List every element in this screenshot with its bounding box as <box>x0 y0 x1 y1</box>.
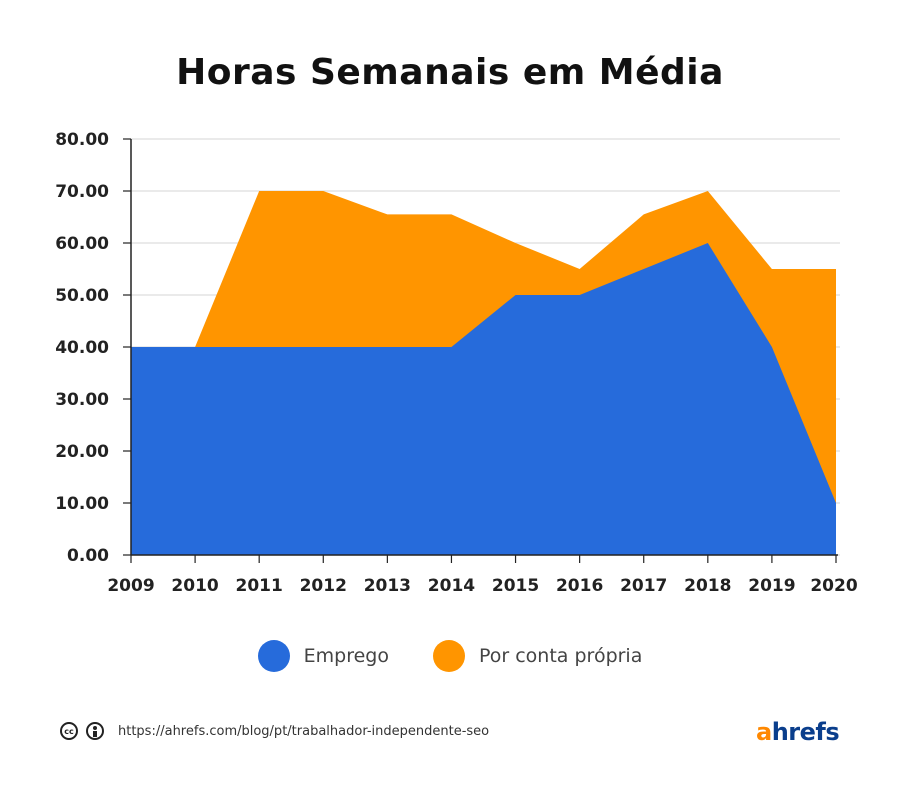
x-tick-label: 2020 <box>810 576 857 596</box>
attribution-icon <box>86 722 104 740</box>
legend: Emprego Por conta própria <box>0 640 900 672</box>
y-tick-labels: 0.00 10.00 20.00 30.00 40.00 50.00 60.00 70.00 8… <box>55 130 109 566</box>
source-link[interactable]: https://ahrefs.com/blog/pt/trabalhador-i… <box>118 723 490 739</box>
ahrefs-logo[interactable]: ahrefs <box>756 718 840 746</box>
x-tick-label: 2015 <box>492 576 539 596</box>
legend-item-emprego[interactable]: Emprego <box>257 640 389 672</box>
y-tick-label: 60.00 <box>55 234 109 254</box>
y-tick-label: 20.00 <box>55 442 109 462</box>
y-tick-label: 80.00 <box>55 130 109 150</box>
x-tick-label: 2017 <box>620 576 667 596</box>
x-tick-label: 2019 <box>748 576 795 596</box>
x-tick-label: 2009 <box>107 576 154 596</box>
x-tick-label: 2011 <box>236 576 283 596</box>
area-series-emprego <box>131 243 836 555</box>
x-tick-label: 2018 <box>684 576 731 596</box>
x-tick-label: 2010 <box>171 576 218 596</box>
x-tick-label: 2012 <box>300 576 347 596</box>
y-tick-label: 30.00 <box>55 390 109 410</box>
x-tick-label: 2014 <box>428 576 475 596</box>
y-tick-label: 40.00 <box>55 338 109 358</box>
brand-a: a <box>756 718 772 746</box>
chart-axes <box>130 139 838 563</box>
legend-item-por-conta-propria[interactable]: Por conta própria <box>432 640 643 672</box>
legend-swatch-emprego <box>257 640 290 672</box>
y-tick-label: 50.00 <box>55 286 109 306</box>
y-tick-label: 70.00 <box>55 182 109 202</box>
chart-areas <box>131 191 836 555</box>
footer: cc https://ahrefs.com/blog/pt/trabalhado… <box>60 722 489 740</box>
y-tick-label: 10.00 <box>55 494 109 514</box>
x-tick-labels: 2009 2010 2011 2012 2013 2014 2015 2016 2017 2018… <box>107 576 857 596</box>
legend-label-por-conta-propria: Por conta própria <box>478 645 643 667</box>
x-tick-label: 2013 <box>364 576 411 596</box>
brand-rest: hrefs <box>771 718 840 746</box>
cc-icon: cc <box>60 722 78 740</box>
x-tick-label: 2016 <box>556 576 603 596</box>
legend-label-emprego: Emprego <box>303 645 389 667</box>
chart-title: Horas Semanais em Média <box>176 52 724 93</box>
legend-swatch-por-conta-propria <box>432 640 465 672</box>
y-tick-label: 0.00 <box>67 546 109 566</box>
